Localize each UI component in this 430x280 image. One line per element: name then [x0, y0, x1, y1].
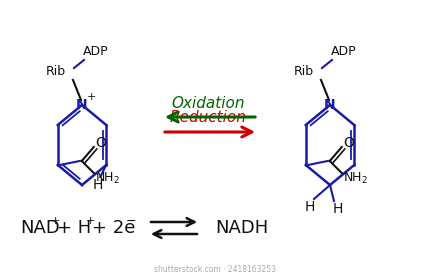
Text: +: + [51, 216, 60, 226]
Text: NADH: NADH [215, 219, 267, 237]
Text: + 2e: + 2e [92, 219, 135, 237]
Text: Rib: Rib [46, 64, 66, 78]
Text: H: H [332, 202, 342, 216]
Text: H: H [93, 178, 103, 192]
Text: Oxidation: Oxidation [171, 95, 244, 111]
Text: N: N [323, 98, 335, 112]
Text: NH$_2$: NH$_2$ [95, 171, 120, 186]
Text: NH$_2$: NH$_2$ [342, 171, 367, 186]
Text: Rib: Rib [293, 64, 313, 78]
Text: Reduction: Reduction [169, 111, 246, 125]
Text: + H: + H [57, 219, 91, 237]
Text: ADP: ADP [83, 45, 108, 57]
Text: O: O [343, 136, 353, 150]
Text: N: N [76, 98, 88, 112]
Text: H: H [304, 200, 314, 214]
Text: +: + [86, 92, 95, 102]
Text: ADP: ADP [330, 45, 356, 57]
Text: O: O [95, 136, 106, 150]
Text: shutterstock.com · 2418163253: shutterstock.com · 2418163253 [154, 265, 275, 274]
Text: NAD: NAD [20, 219, 60, 237]
Text: −: − [126, 214, 136, 227]
Text: +: + [86, 216, 95, 226]
